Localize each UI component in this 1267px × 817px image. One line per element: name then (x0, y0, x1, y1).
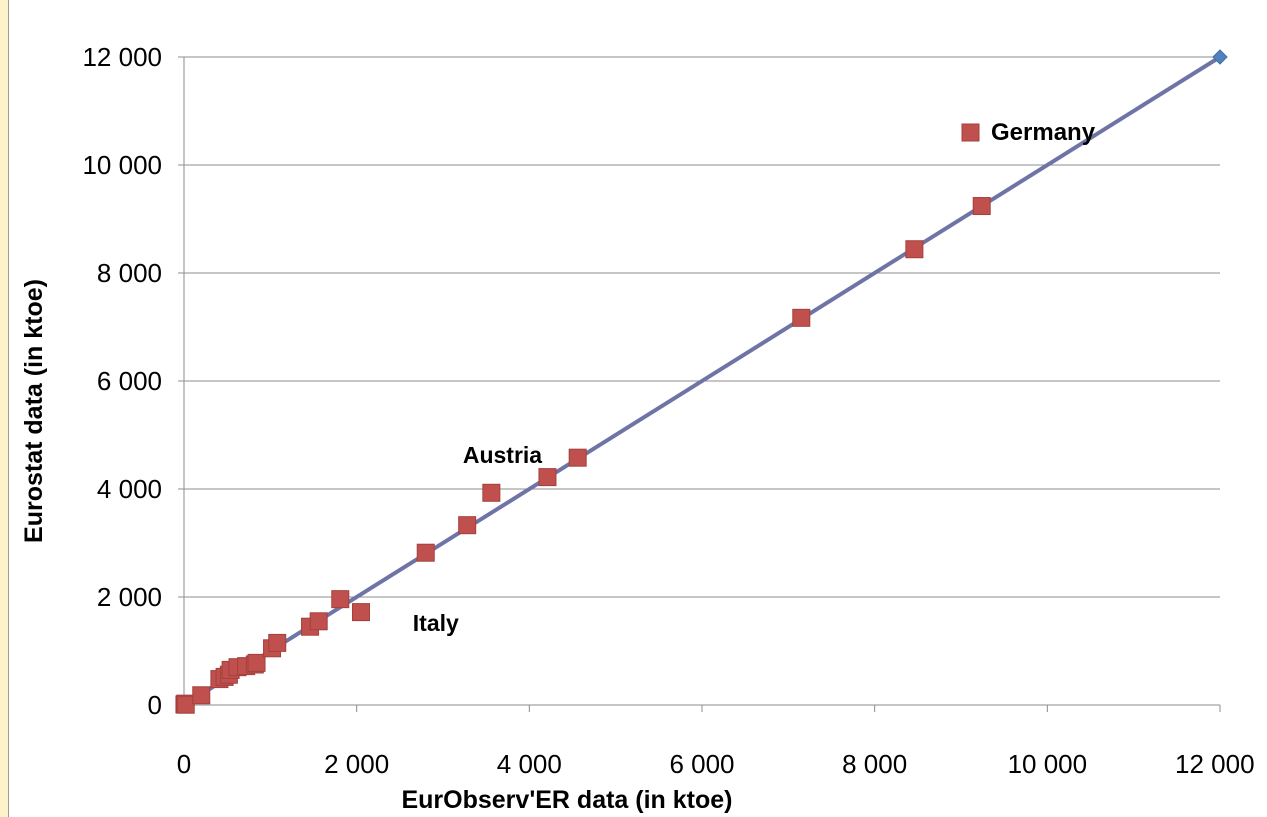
square-point (792, 308, 811, 327)
square-point (972, 197, 991, 216)
square-point (268, 633, 287, 652)
x-tick-label: 8 000 (842, 749, 907, 779)
y-tick-label: 4 000 (97, 474, 162, 504)
legend: Germany (961, 119, 1096, 146)
square-point (247, 653, 266, 672)
scatter-chart: 0 2 000 4 000 6 000 8 000 10 000 12 000 0 2 000… (20, 42, 1255, 814)
y-tick-label: 0 (148, 690, 162, 720)
square-point (192, 686, 211, 705)
y-tick-label: 12 000 (82, 42, 162, 72)
square-point (331, 590, 350, 609)
square-point (351, 603, 370, 622)
annotation-austria: Austria (463, 442, 542, 468)
diamond-marker (1212, 49, 1228, 65)
identity-line (182, 55, 1222, 707)
x-tick-label: 2 000 (324, 749, 389, 779)
square-point (538, 468, 557, 487)
square-point (482, 483, 501, 502)
y-tick-label: 8 000 (97, 258, 162, 288)
square-point (176, 695, 195, 714)
annotations: Austria Italy (413, 442, 543, 636)
x-tick-label: 4 000 (497, 749, 562, 779)
annotation-italy: Italy (413, 610, 459, 636)
x-tick-label: 10 000 (1008, 749, 1088, 779)
x-tick-label: 6 000 (669, 749, 734, 779)
square-point (905, 240, 924, 259)
x-axis-title: EurObserv'ER data (in ktoe) (401, 786, 732, 814)
x-tick-labels: 0 2 000 4 000 6 000 8 000 10 000 12 000 (177, 749, 1255, 779)
x-tick-label: 12 000 (1175, 749, 1255, 779)
chart-area: 0 2 000 4 000 6 000 8 000 10 000 12 000 0 2 000… (8, 0, 1267, 817)
axes (178, 56, 1221, 712)
y-axis-title: Eurostat data (in ktoe) (20, 279, 48, 543)
square-point (458, 516, 477, 535)
y-tick-labels: 0 2 000 4 000 6 000 8 000 10 000 12 000 (82, 42, 162, 720)
square-point (568, 448, 587, 467)
y-tick-label: 6 000 (97, 366, 162, 396)
data-points (175, 197, 991, 714)
legend-marker (961, 123, 980, 142)
y-tick-label: 10 000 (82, 150, 162, 180)
legend-label: Germany (991, 119, 1096, 146)
y-tick-label: 2 000 (97, 582, 162, 612)
x-tick-label: 0 (177, 749, 191, 779)
square-point (309, 612, 328, 631)
square-point (416, 543, 435, 562)
